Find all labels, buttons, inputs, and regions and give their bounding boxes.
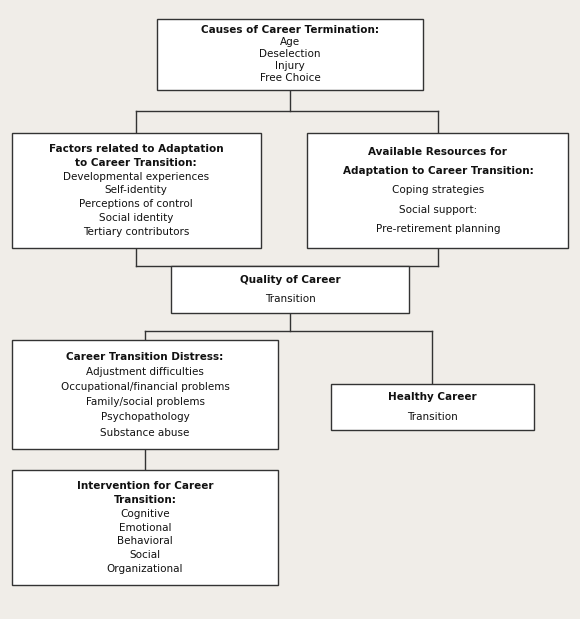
Text: Psychopathology: Psychopathology	[100, 412, 190, 422]
FancyBboxPatch shape	[307, 133, 568, 248]
Text: Cognitive: Cognitive	[120, 509, 170, 519]
Text: Emotional: Emotional	[119, 522, 171, 533]
Text: Quality of Career: Quality of Career	[240, 275, 340, 285]
Text: Social support:: Social support:	[399, 205, 477, 215]
Text: Social identity: Social identity	[99, 213, 173, 223]
Text: Causes of Career Termination:: Causes of Career Termination:	[201, 25, 379, 35]
FancyBboxPatch shape	[12, 133, 261, 248]
Text: Free Choice: Free Choice	[260, 73, 320, 83]
Text: Intervention for Career: Intervention for Career	[77, 482, 213, 491]
Text: Substance abuse: Substance abuse	[100, 428, 190, 438]
Text: Age: Age	[280, 37, 300, 47]
Text: Healthy Career: Healthy Career	[388, 392, 476, 402]
Text: Adjustment difficulties: Adjustment difficulties	[86, 367, 204, 377]
FancyBboxPatch shape	[171, 266, 409, 313]
Text: Transition:: Transition:	[114, 495, 176, 505]
FancyBboxPatch shape	[157, 19, 423, 90]
Text: Social: Social	[129, 550, 161, 560]
Text: Tertiary contributors: Tertiary contributors	[83, 227, 190, 236]
Text: Coping strategies: Coping strategies	[392, 185, 484, 196]
Text: Perceptions of control: Perceptions of control	[79, 199, 193, 209]
Text: Adaptation to Career Transition:: Adaptation to Career Transition:	[343, 166, 533, 176]
FancyBboxPatch shape	[12, 470, 278, 585]
Text: to Career Transition:: to Career Transition:	[75, 158, 197, 168]
Text: Self-identity: Self-identity	[105, 185, 168, 196]
Text: Developmental experiences: Developmental experiences	[63, 171, 209, 181]
FancyBboxPatch shape	[12, 340, 278, 449]
Text: Organizational: Organizational	[107, 564, 183, 574]
Text: Occupational/financial problems: Occupational/financial problems	[60, 382, 230, 392]
Text: Available Resources for: Available Resources for	[368, 147, 508, 157]
Text: Transition: Transition	[264, 294, 316, 304]
Text: Injury: Injury	[275, 61, 305, 71]
Text: Family/social problems: Family/social problems	[85, 397, 205, 407]
Text: Career Transition Distress:: Career Transition Distress:	[66, 352, 224, 361]
Text: Behavioral: Behavioral	[117, 537, 173, 547]
FancyBboxPatch shape	[331, 384, 534, 430]
Text: Deselection: Deselection	[259, 49, 321, 59]
Text: Pre-retirement planning: Pre-retirement planning	[376, 224, 500, 234]
Text: Factors related to Adaptation: Factors related to Adaptation	[49, 144, 224, 154]
Text: Transition: Transition	[407, 412, 458, 422]
